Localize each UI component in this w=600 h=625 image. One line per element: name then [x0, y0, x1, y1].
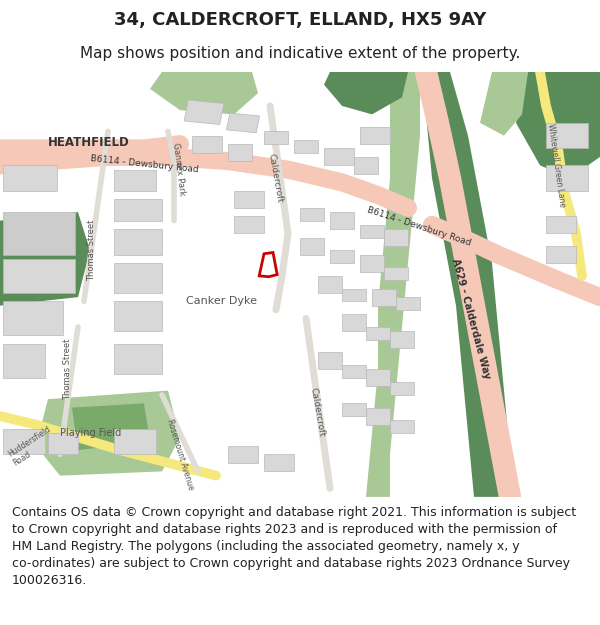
Bar [3, 429, 45, 454]
Text: B6114 - Dewsbury Road: B6114 - Dewsbury Road [90, 154, 199, 174]
Bar [264, 131, 288, 144]
Polygon shape [480, 72, 528, 136]
Bar [264, 454, 294, 471]
Bar [330, 251, 354, 263]
Bar [390, 382, 414, 395]
Text: B6114 - Dewsbury Road: B6114 - Dewsbury Road [366, 206, 472, 248]
Bar [342, 289, 366, 301]
Polygon shape [414, 72, 510, 497]
Bar [342, 403, 366, 416]
Bar [384, 268, 408, 280]
Bar [300, 208, 324, 221]
Bar [318, 352, 342, 369]
Bar [114, 229, 162, 254]
Bar [114, 301, 162, 331]
Bar [226, 113, 260, 132]
Polygon shape [516, 72, 600, 178]
Bar [360, 225, 384, 238]
Bar [234, 191, 264, 208]
Bar [372, 289, 396, 306]
Bar [390, 421, 414, 433]
Bar [546, 246, 576, 263]
Bar [390, 331, 414, 348]
Bar [354, 157, 378, 174]
Polygon shape [0, 212, 90, 306]
Bar [228, 446, 258, 463]
Bar [546, 123, 588, 148]
Polygon shape [72, 403, 150, 450]
Bar [114, 169, 156, 191]
Bar [342, 365, 366, 378]
Text: Huddersfield
Road: Huddersfield Road [6, 424, 58, 468]
Text: Playing Field: Playing Field [60, 428, 121, 438]
Bar [366, 369, 390, 386]
Text: Gannex Park: Gannex Park [171, 142, 187, 197]
Polygon shape [150, 72, 258, 114]
Bar [318, 276, 342, 293]
Bar [342, 314, 366, 331]
Text: Caldercroft: Caldercroft [267, 152, 284, 204]
Bar [360, 254, 384, 272]
Bar [300, 238, 324, 254]
Bar [3, 301, 63, 336]
Text: Map shows position and indicative extent of the property.: Map shows position and indicative extent… [80, 46, 520, 61]
Text: Whitewell Green Lane: Whitewell Green Lane [546, 123, 566, 208]
Text: A629 - Calderdale Way: A629 - Calderdale Way [450, 257, 492, 379]
Bar [234, 216, 264, 233]
Bar [3, 166, 57, 191]
Polygon shape [36, 391, 180, 476]
Text: 34, CALDERCROFT, ELLAND, HX5 9AY: 34, CALDERCROFT, ELLAND, HX5 9AY [114, 11, 486, 29]
Bar [114, 199, 162, 221]
Bar [294, 140, 318, 152]
Bar [3, 259, 75, 293]
Bar [114, 344, 162, 374]
Bar [546, 166, 588, 191]
Bar [192, 136, 222, 152]
Text: Thomas Street: Thomas Street [63, 339, 72, 400]
Text: HEATHFIELD: HEATHFIELD [48, 136, 130, 149]
Bar [330, 212, 354, 229]
Bar [360, 127, 390, 144]
Bar [324, 148, 354, 166]
Bar [366, 408, 390, 424]
Text: Canker Dyke: Canker Dyke [186, 296, 257, 306]
Bar [384, 229, 408, 246]
Bar [396, 297, 420, 310]
Text: Thomas Street: Thomas Street [87, 219, 96, 281]
Bar [3, 344, 45, 378]
Bar [366, 327, 390, 339]
Polygon shape [324, 72, 408, 114]
Bar [184, 100, 224, 124]
Polygon shape [366, 72, 420, 497]
Bar [114, 429, 156, 454]
Bar [48, 433, 78, 454]
Text: Caldercroft: Caldercroft [309, 386, 326, 438]
Text: Rosemount Avenue: Rosemount Avenue [165, 418, 195, 491]
Text: Contains OS data © Crown copyright and database right 2021. This information is : Contains OS data © Crown copyright and d… [12, 506, 576, 587]
Bar [3, 212, 75, 254]
Bar [546, 216, 576, 233]
Bar [228, 144, 252, 161]
Bar [114, 263, 162, 293]
